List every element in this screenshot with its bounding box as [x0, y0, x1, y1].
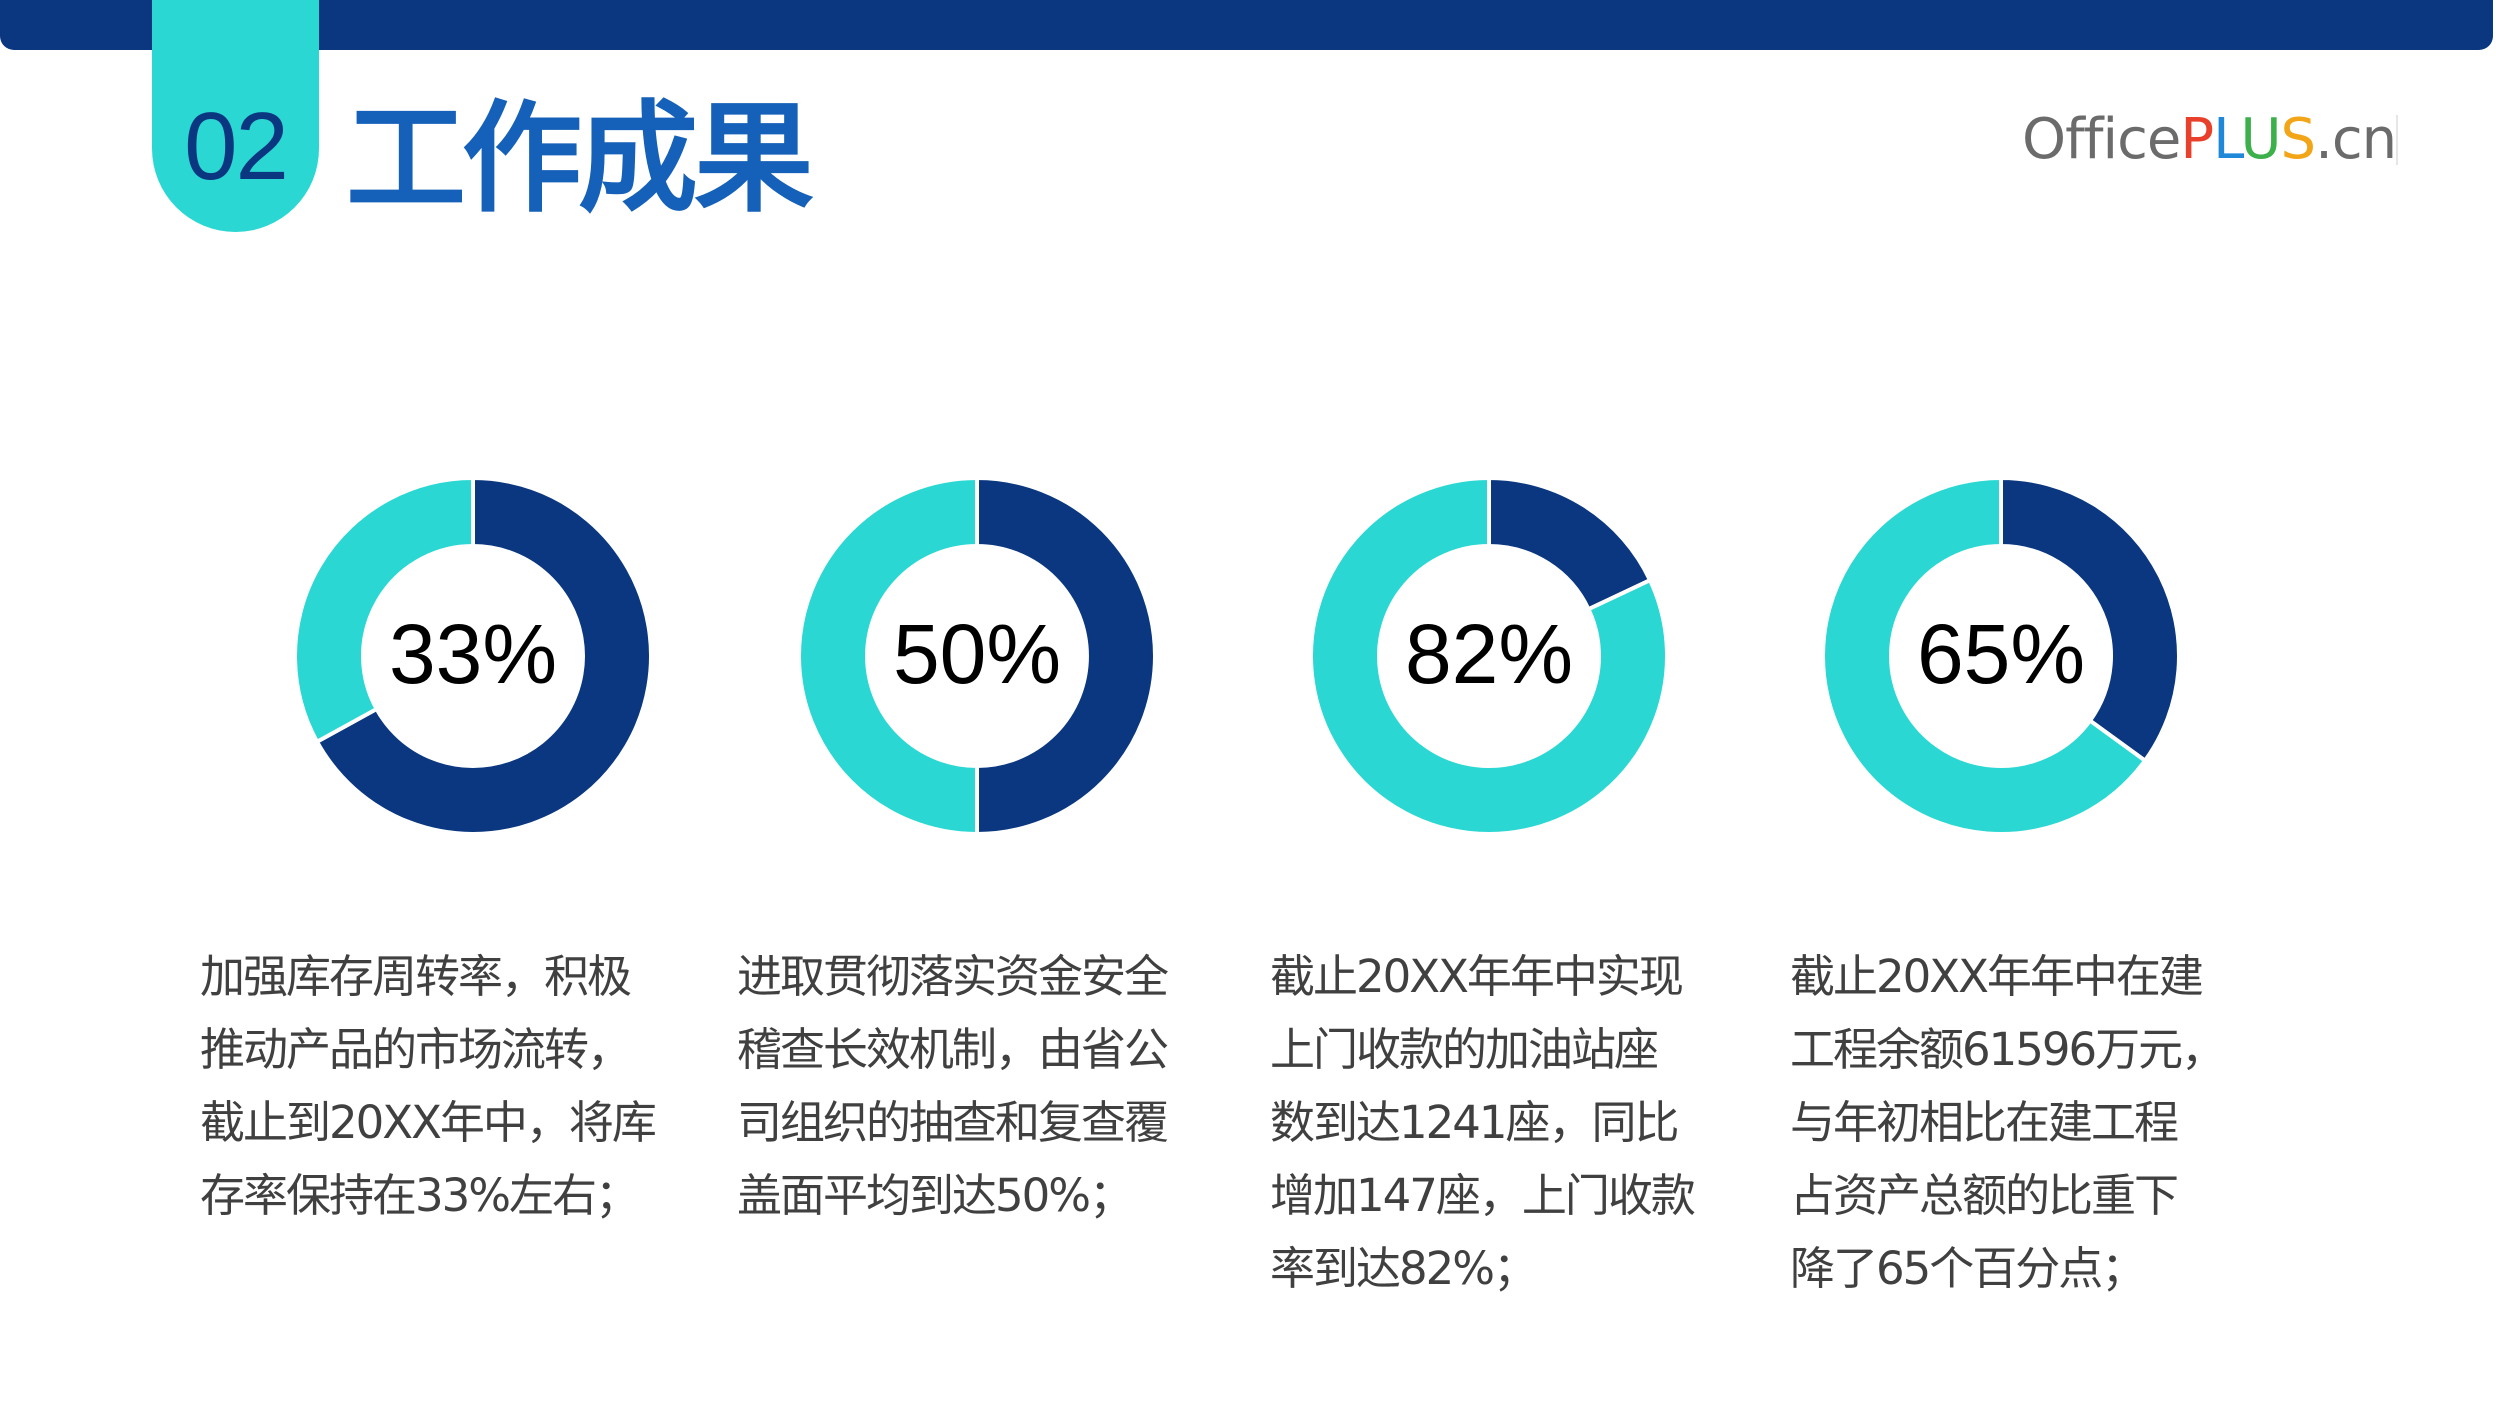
item-description-3: 截止20XX年年中实现 上门收款的加油站座 数到达1241座，同比 增加147座… — [1270, 950, 1696, 1295]
logo-letter-u: U — [2240, 107, 2282, 172]
donut-1-slice-achieved — [314, 476, 653, 836]
donut-4-slice-achieved — [1999, 476, 2181, 764]
donut-svg-3 — [1309, 476, 1669, 836]
section-tab: 02 — [152, 0, 319, 232]
logo-letter-s: S — [2280, 107, 2317, 172]
donut-2-slice-remainder — [797, 476, 979, 836]
top-banner — [0, 0, 2493, 50]
donut-svg-1 — [293, 476, 653, 836]
donut-label-3: 82% — [1404, 607, 1574, 701]
donut-label-4: 65% — [1916, 607, 2086, 701]
officeplus-logo: OfficePLUS.cn — [2022, 108, 2397, 172]
donut-chart-3: 82% — [1309, 476, 1669, 836]
donut-chart-4: 65% — [1821, 476, 2181, 836]
donut-svg-4 — [1821, 476, 2181, 836]
donut-chart-2: 50% — [797, 476, 1157, 836]
item-description-1: 加强库存周转率，积极 推动产品的市场流转， 截止到20XX年中，将库 存率保持在… — [200, 950, 657, 1222]
logo-domain: .cn — [2315, 107, 2397, 172]
donut-label-2: 50% — [892, 607, 1062, 701]
donut-4-slice-remainder — [1821, 476, 2148, 836]
section-title: 工作成果 — [346, 90, 814, 229]
donut-1-slice-remainder — [293, 476, 475, 745]
item-description-2: 进取贯彻落实资金安全 稽查长效机制，由省公 司组织的抽查和复查覆 盖面平均到达5… — [737, 950, 1169, 1222]
item-description-4: 截止20XX年年中在建 工程余额61596万元， 与年初相比在建工程 占资产总额… — [1790, 950, 2226, 1295]
donut-3-slice-remainder — [1309, 476, 1669, 836]
donut-chart-1: 33% — [293, 476, 653, 836]
logo-letter-p: P — [2180, 107, 2214, 172]
logo-letter-l: L — [2213, 107, 2241, 172]
logo-divider — [2396, 115, 2398, 165]
section-number: 02 — [184, 93, 289, 200]
donut-label-1: 33% — [388, 607, 558, 701]
logo-office: Office — [2022, 107, 2181, 172]
donut-svg-2 — [797, 476, 1157, 836]
donut-2-slice-achieved — [975, 476, 1157, 836]
